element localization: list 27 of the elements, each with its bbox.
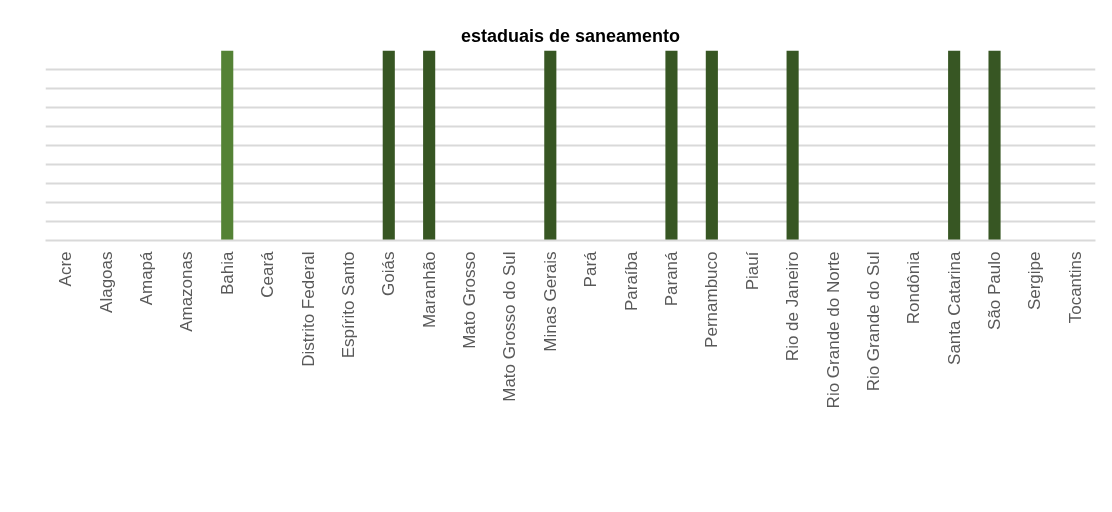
x-tick-label: Ceará: [258, 250, 278, 298]
x-tick-label: São Paulo: [985, 251, 1005, 330]
x-tick-label: Mato Grosso do Sul: [500, 251, 520, 402]
x-tick-label: Santa Catarina: [944, 250, 964, 365]
x-tick-label: Rondônia: [904, 250, 924, 325]
x-tick-label: Minas Gerais: [540, 251, 560, 352]
x-tick-label: Tocantins: [1065, 251, 1085, 324]
chart-title: estaduais de saneamento: [460, 25, 681, 46]
x-tick-label: Espírito Santo: [338, 251, 358, 359]
x-tick-label: Amapá: [136, 250, 156, 306]
x-tick-label: Pernambuco: [702, 251, 722, 348]
x-tick-label: Rio de Janeiro: [783, 251, 803, 362]
x-tick-label: Maranhão: [419, 251, 439, 329]
x-tick-label: Distrito Federal: [298, 251, 318, 367]
x-tick-label: Mato Grosso: [460, 251, 480, 349]
x-tick-label: Amazonas: [177, 251, 197, 332]
x-tick-label: Rio Grande do Sul: [863, 251, 883, 392]
x-tick-label: Bahia: [217, 250, 237, 295]
x-tick-label: Alagoas: [96, 251, 116, 313]
x-tick-label: Piauí: [742, 251, 762, 291]
x-tick-label: Goiás: [379, 251, 399, 296]
x-tick-label: Paraíba: [621, 250, 641, 312]
x-tick-label: Paraná: [661, 250, 681, 307]
x-tick-label: Pará: [581, 250, 601, 288]
x-tick-label: Acre: [56, 251, 76, 287]
x-tick-label: Rio Grande do Norte: [823, 251, 843, 409]
x-tick-label: Sergipe: [1025, 251, 1045, 311]
